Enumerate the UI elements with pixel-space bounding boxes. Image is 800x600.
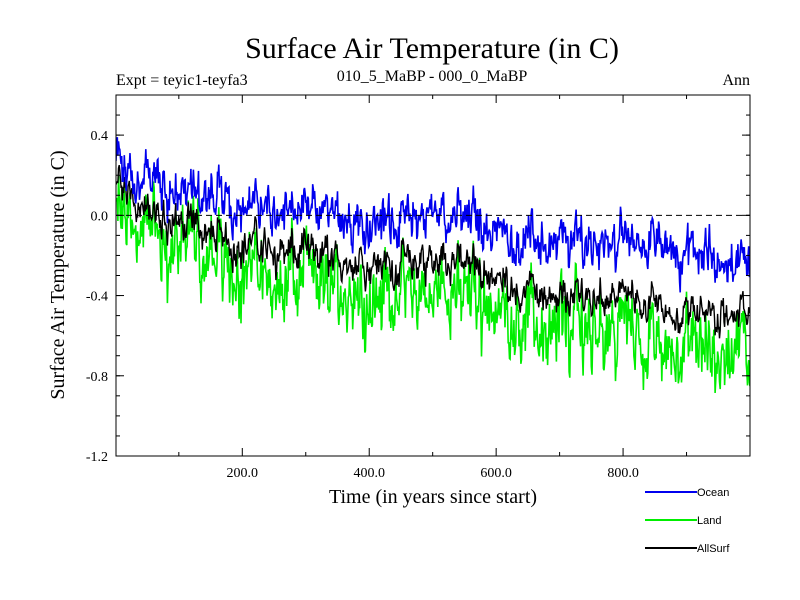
chart-title: Surface Air Temperature (in C): [245, 32, 619, 65]
y-tick-label: -0.8: [86, 370, 108, 385]
plot-area: 0.4 0.0 -0.4 -0.8 -1.2 200.0 400.0 600.0 800.0: [86, 94, 751, 481]
legend: Ocean Land AllSurf: [645, 487, 730, 555]
y-tick-label: -0.4: [86, 290, 108, 305]
y-axis-label: Surface Air Temperature (in C): [47, 150, 69, 399]
y-tick-label: 0.4: [91, 129, 109, 144]
y-tick-label: 0.0: [91, 209, 109, 224]
legend-label-allsurf: AllSurf: [697, 543, 730, 555]
subtitle-experiment: Expt = teyic1-teyfa3: [116, 72, 248, 89]
series-line-ocean: [116, 137, 750, 293]
y-tick-label: -1.2: [86, 450, 108, 465]
plot-frame: [115, 94, 751, 457]
x-axis-label: Time (in years since start): [329, 486, 537, 508]
legend-label-land: Land: [697, 515, 721, 527]
x-tick-label: 600.0: [480, 466, 512, 481]
x-tick-label: 800.0: [607, 466, 639, 481]
x-tick-label: 200.0: [227, 466, 259, 481]
series-line-allsurf: [116, 164, 750, 339]
series-line-land: [116, 175, 750, 394]
legend-label-ocean: Ocean: [697, 487, 729, 499]
subtitle-period: 010_5_MaBP - 000_0_MaBP: [337, 68, 528, 85]
subtitle-season: Ann: [722, 72, 750, 89]
x-tick-label: 400.0: [353, 466, 385, 481]
